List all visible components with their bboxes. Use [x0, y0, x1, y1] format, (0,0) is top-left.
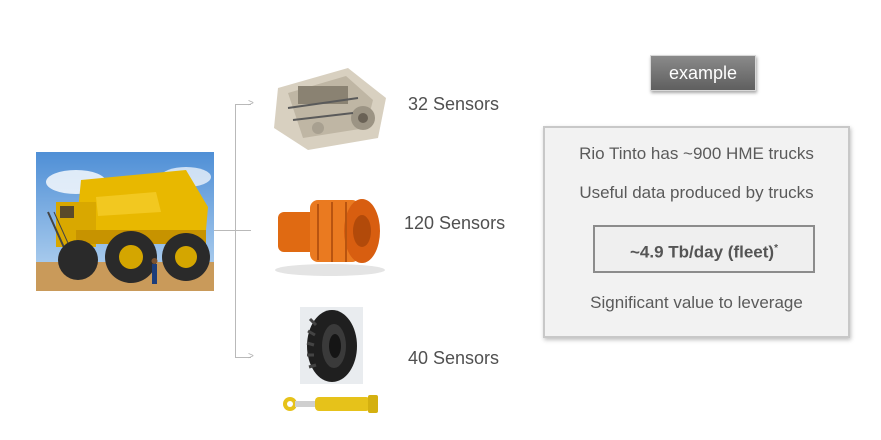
tire-sensor-label: 40 Sensors: [408, 348, 500, 368]
tire-image: [300, 307, 363, 384]
truck-count-text: Rio Tinto has ~900 HME trucks: [579, 144, 814, 163]
arrow-tire-icon: >: [248, 351, 254, 362]
motor-sensor-label: 120 Sensors: [404, 213, 506, 233]
value-statement-text: Significant value to leverage: [590, 293, 803, 312]
engine-sensor-label: 32 Sensors: [408, 94, 500, 114]
data-volume-box: ~4.9 Tb/day (fleet)*: [593, 225, 815, 273]
arrow-engine-icon: >: [248, 98, 254, 109]
connector-tire: [235, 357, 251, 358]
hydraulic-cylinder-image: [280, 390, 384, 420]
info-panel: Rio Tinto has ~900 HME trucks Useful dat…: [543, 126, 850, 338]
connector-motor: [235, 230, 251, 231]
data-produced-text: Useful data produced by trucks: [579, 183, 814, 202]
example-badge: example: [650, 55, 756, 91]
data-volume-value: ~4.9 Tb/day (fleet): [630, 242, 775, 262]
engine-image: [268, 58, 390, 155]
haul-truck-image: [36, 152, 214, 291]
footnote-mark: *: [774, 243, 778, 254]
connector-main: [214, 230, 235, 231]
wheel-motor-image: [270, 182, 392, 278]
connector-engine: [235, 104, 251, 105]
